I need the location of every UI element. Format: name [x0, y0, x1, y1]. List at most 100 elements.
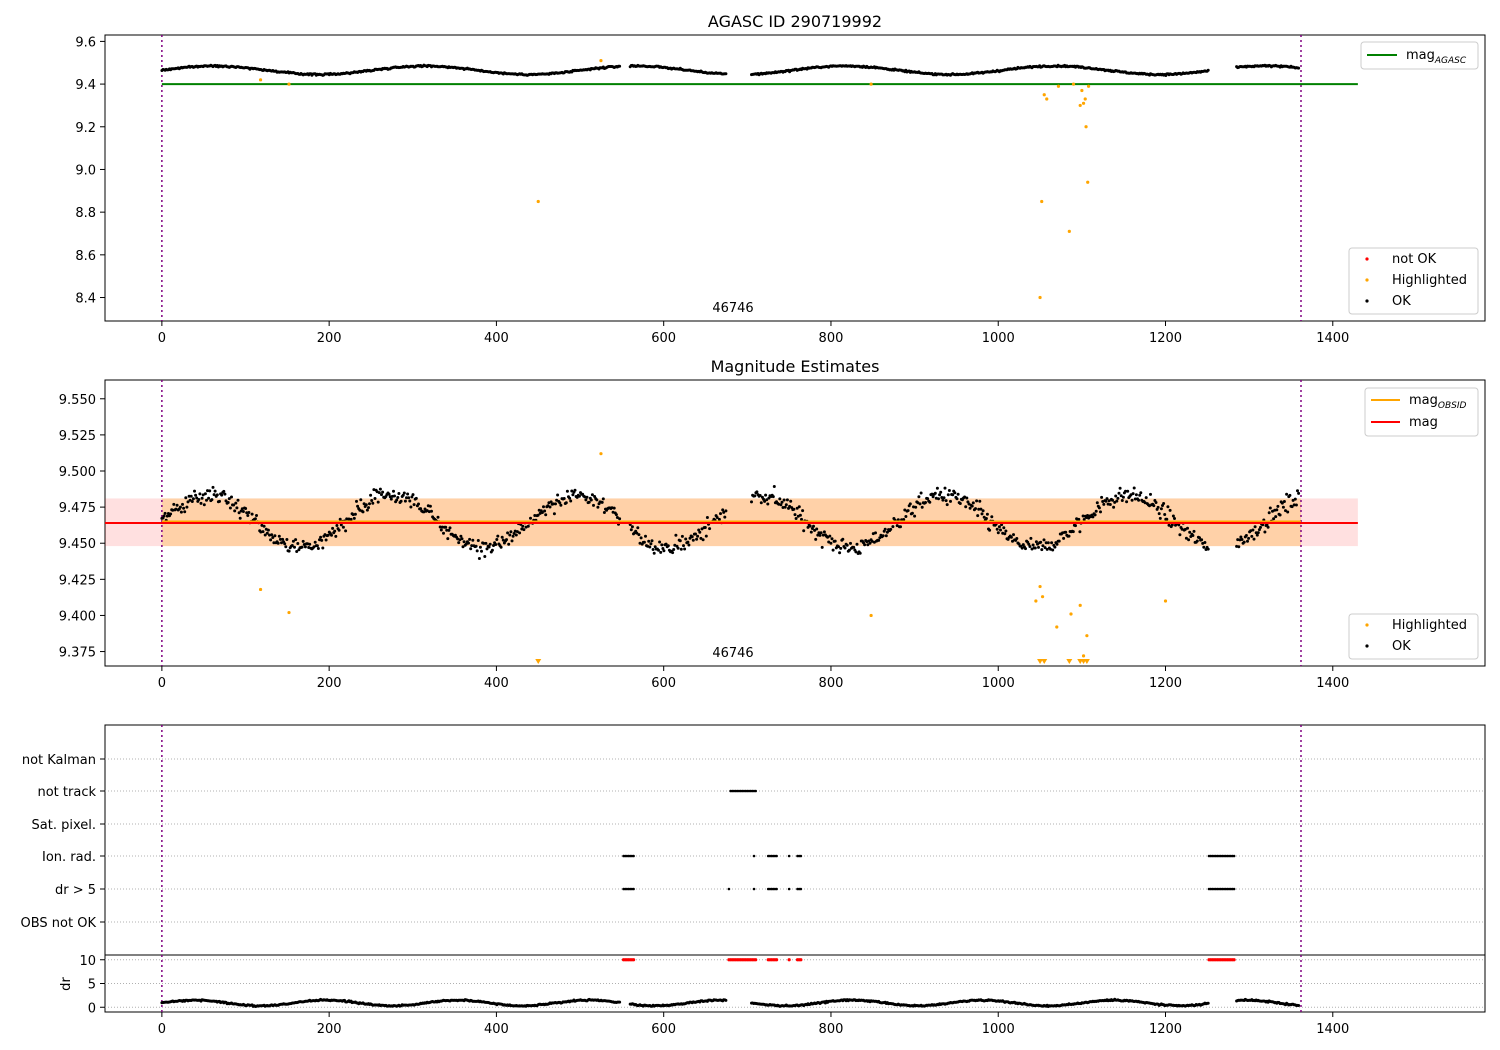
ok-point	[784, 503, 788, 507]
ok-point	[778, 497, 782, 501]
ok-point	[1042, 538, 1046, 542]
ok-point	[234, 501, 238, 505]
x-tick-label: 1400	[1316, 1022, 1349, 1037]
ok-point	[313, 540, 317, 544]
ok-point	[1091, 515, 1095, 519]
ok-point	[1144, 496, 1148, 500]
ok-point	[1297, 491, 1301, 495]
highlighted-point	[536, 199, 540, 204]
ok-point	[703, 526, 707, 529]
legend-label-highlighted: Highlighted	[1392, 273, 1467, 288]
ok-point	[529, 516, 532, 520]
ok-point	[820, 545, 824, 549]
ok-point	[1250, 534, 1254, 538]
highlighted-point	[287, 82, 291, 86]
highlighted-point	[1040, 595, 1045, 599]
x-tick-label: 1000	[982, 331, 1015, 346]
ok-point	[919, 491, 923, 495]
ok-point	[1062, 536, 1066, 540]
ok-point	[1291, 498, 1295, 502]
legend-box	[1348, 247, 1479, 315]
highlighted-point	[1071, 82, 1076, 86]
ok-point	[904, 515, 908, 518]
ok-point	[442, 531, 445, 535]
ok-point	[270, 533, 274, 537]
ok-point	[1281, 505, 1285, 509]
ok-point	[287, 549, 291, 553]
ok-point	[571, 493, 575, 497]
ok-point	[562, 497, 566, 500]
ok-point	[918, 502, 922, 506]
ok-point	[195, 496, 199, 500]
ok-point	[356, 504, 360, 508]
ok-point	[899, 525, 902, 529]
ok-point	[635, 531, 639, 535]
ok-point	[1093, 513, 1097, 517]
ok-point	[461, 545, 465, 549]
ok-point	[1198, 536, 1201, 540]
ok-point	[353, 512, 357, 516]
ok-point	[223, 492, 227, 496]
x-tick-label: 800	[819, 676, 844, 691]
ok-point	[944, 499, 948, 503]
ok-point	[1149, 492, 1152, 496]
highlighted-point	[258, 587, 263, 592]
y-tick-label: 5	[88, 978, 96, 993]
ok-point	[339, 523, 343, 527]
ok-point	[290, 544, 294, 547]
ok-point	[920, 505, 924, 509]
ok-point	[162, 514, 166, 518]
ok-point	[958, 502, 962, 505]
ok-point	[241, 510, 245, 513]
ok-point	[947, 489, 951, 492]
ok-point	[1133, 497, 1137, 501]
ok-point	[1206, 547, 1210, 551]
ok-point	[1108, 503, 1112, 506]
ok-point	[1156, 505, 1160, 509]
ok-point	[1280, 501, 1284, 505]
ok-point	[211, 485, 215, 489]
ok-point	[1177, 523, 1181, 527]
ok-point	[518, 531, 522, 535]
ok-point	[941, 498, 945, 502]
ok-point	[1163, 513, 1167, 516]
panel3-axes: not Kalman not track Sat. pixel. Ion. rad. d…	[21, 725, 1485, 1037]
ok-point	[1244, 534, 1248, 537]
ok-point	[551, 502, 555, 506]
ok-point	[672, 548, 676, 551]
ok-point	[1159, 507, 1163, 511]
ok-point	[218, 499, 221, 503]
ok-point	[708, 527, 712, 531]
ok-point	[724, 509, 728, 513]
ok-point	[1082, 518, 1086, 521]
flag-point	[632, 854, 635, 858]
flag-point	[799, 887, 803, 891]
ok-point	[798, 513, 802, 517]
ok-point	[478, 545, 482, 549]
highlighted-point	[869, 82, 873, 86]
ok-point	[1152, 504, 1156, 508]
ok-point	[1158, 516, 1162, 520]
ok-point	[719, 512, 722, 516]
legend-label-highlighted: Highlighted	[1392, 618, 1467, 633]
ok-point	[1202, 545, 1206, 549]
ok-point	[281, 537, 285, 541]
ok-point	[512, 532, 516, 535]
ok-point	[659, 550, 663, 554]
ok-point	[222, 489, 226, 493]
ok-point	[838, 551, 842, 555]
ok-point	[477, 557, 481, 560]
legend-label-mag-agasc: magAGASC	[1406, 48, 1467, 66]
legend-label-ok: OK	[1392, 639, 1411, 654]
ok-point	[235, 506, 239, 510]
ok-point	[367, 506, 370, 510]
flag-point	[632, 887, 635, 891]
ok-point	[814, 537, 818, 541]
ok-point	[568, 496, 572, 500]
highlighted-point	[1086, 84, 1091, 88]
ok-point	[1266, 525, 1270, 529]
ok-point	[499, 545, 503, 549]
ok-point	[1039, 540, 1043, 544]
ok-point	[526, 524, 530, 528]
ok-point	[1293, 497, 1297, 501]
